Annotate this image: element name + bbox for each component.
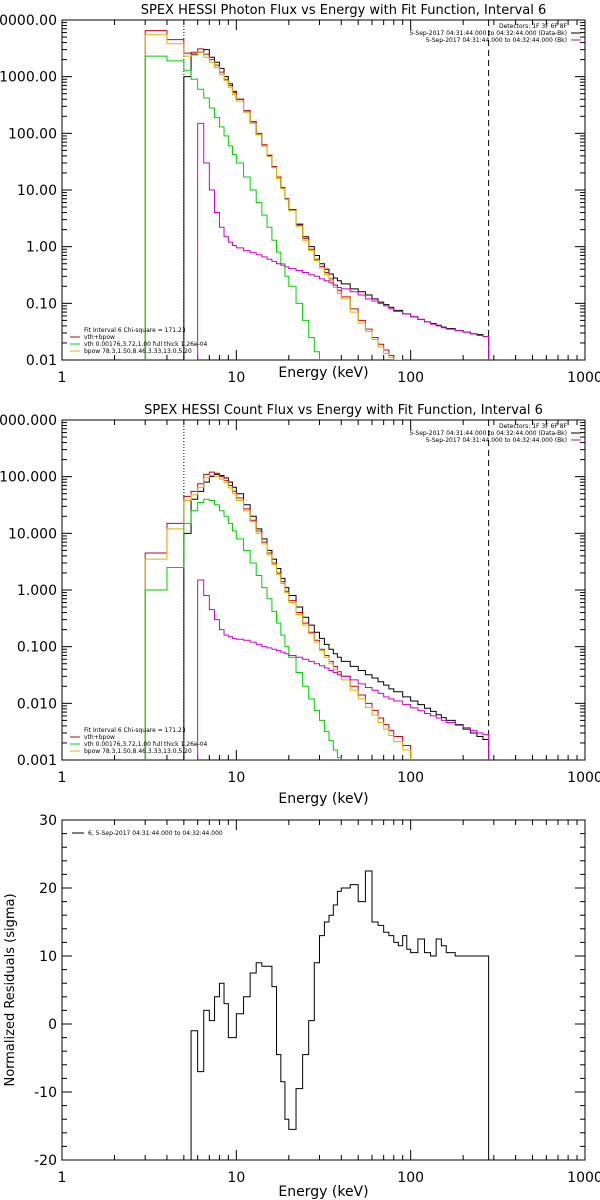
info-left-text: vth 0.00176,3.72,1.00 full thick 1.26e-0… [84, 341, 208, 348]
chart-title: SPEX HESSI Photon Flux vs Energy with Fi… [141, 3, 547, 18]
y-tick-label: 1000.00 [0, 70, 57, 86]
info-left-text: Fit Interval 6 Chi-square = 171.23 [84, 727, 186, 734]
y-tick-label: 1.00 [26, 240, 57, 256]
y-tick-label: 0.10 [26, 296, 57, 312]
x-tick-label: 1000 [567, 770, 600, 786]
info-left-text: Fit Interval 6 Chi-square = 171.23 [84, 327, 186, 334]
y-tick-label: 0.01 [26, 353, 57, 369]
y-tick-label: 10.000 [8, 526, 57, 542]
y-tick-label: 1.000 [17, 583, 57, 599]
x-tick-label: 1 [58, 370, 67, 386]
series-fit [144, 471, 412, 760]
y-tick-label: 20 [39, 881, 57, 897]
x-tick-label: 100 [397, 770, 424, 786]
plot-frame [61, 419, 586, 761]
chart-title: SPEX HESSI Count Flux vs Energy with Fit… [144, 403, 543, 418]
y-tick-label: 10 [39, 949, 57, 965]
series-bk [183, 579, 490, 760]
chart-photon: 1 10 100 1000 0.01 0.10 1.00 10.00 100.00 1000.00… [0, 3, 600, 386]
legend-text: 6, 5-Sep-2017 04:31:44.000 to 04:32:44.0… [88, 830, 223, 837]
x-tick-label: 10 [227, 770, 245, 786]
plot-frame [61, 819, 586, 1161]
x-tick-label: 10 [227, 370, 245, 386]
chart-count: 1 10 100 1000 0.001 0.010 0.100 1.000 10.000 100.… [0, 403, 600, 807]
x-tick-label: 10 [227, 1170, 245, 1186]
info-left-text: vth+bpow [84, 334, 115, 341]
info-right-text: 5-Sep-2017 04:31:44.000 to 04:32:44.000 … [409, 430, 567, 437]
x-tick-label: 100 [397, 1170, 424, 1186]
info-left-text: bpow 78.3,1.50,8.46,3.33,13.0,5.20 [84, 748, 192, 755]
x-tick-label: 1 [58, 1170, 67, 1186]
series-vth [144, 498, 342, 760]
y-tick-label: 100.00 [8, 126, 57, 142]
series-group [144, 30, 490, 360]
x-tick-label: 1000 [567, 1170, 600, 1186]
x-tick-label: 1 [58, 770, 67, 786]
info-left-text: bpow 78.3,1.50,8.46,3.33,13.0,5.20 [84, 348, 192, 355]
plot-frame [61, 19, 586, 361]
series-total [183, 870, 490, 1160]
y-tick-label: 30 [39, 813, 57, 829]
info-left-text: vth+bpow [84, 734, 115, 741]
y-axis-label: Normalized Residuals (sigma) [3, 893, 18, 1086]
x-tick-label: 100 [397, 370, 424, 386]
series-vth [144, 55, 321, 360]
x-axis-label: Energy (keV) [278, 1184, 368, 1200]
y-tick-label: 10.00 [17, 183, 57, 199]
series-total [183, 49, 490, 360]
info-right-text: 5-Sep-2017 04:31:44.000 to 04:32:44.000 … [426, 437, 567, 444]
x-axis-label: Energy (keV) [278, 791, 368, 807]
series-bk [183, 122, 490, 360]
series-group [144, 471, 490, 760]
chart-resid: 1 10 100 1000 -20 -10 0 10 20 30 Energy (keV) Norma… [3, 813, 600, 1200]
info-right-text: Detectors: 1F 3F 6F 8F [499, 23, 568, 30]
series-bpow [144, 474, 412, 760]
y-tick-label: 0.001 [17, 753, 57, 769]
info-right-text: 5-Sep-2017 04:31:44.000 to 04:32:44.000 … [426, 37, 567, 44]
y-tick-label: 0.100 [17, 640, 57, 656]
y-tick-label: 100.000 [0, 470, 57, 486]
x-axis-label: Energy (keV) [278, 365, 368, 381]
y-tick-label: -10 [34, 1085, 57, 1101]
series-total [183, 473, 490, 760]
y-tick-label: 0 [48, 1017, 57, 1033]
y-tick-label: 1000.000 [0, 413, 57, 429]
x-tick-label: 1000 [567, 370, 600, 386]
info-right-text: Detectors: 1F 3F 6F 8F [499, 423, 568, 430]
series-group [183, 870, 490, 1160]
info-right-text: 5-Sep-2017 04:31:44.000 to 04:32:44.000 … [409, 30, 567, 37]
info-left-text: vth 0.00176,3.72,1.00 full thick 1.26e-0… [84, 741, 208, 748]
y-tick-label: 0.010 [17, 696, 57, 712]
series-bpow [144, 34, 403, 360]
y-tick-label: -20 [34, 1153, 57, 1169]
